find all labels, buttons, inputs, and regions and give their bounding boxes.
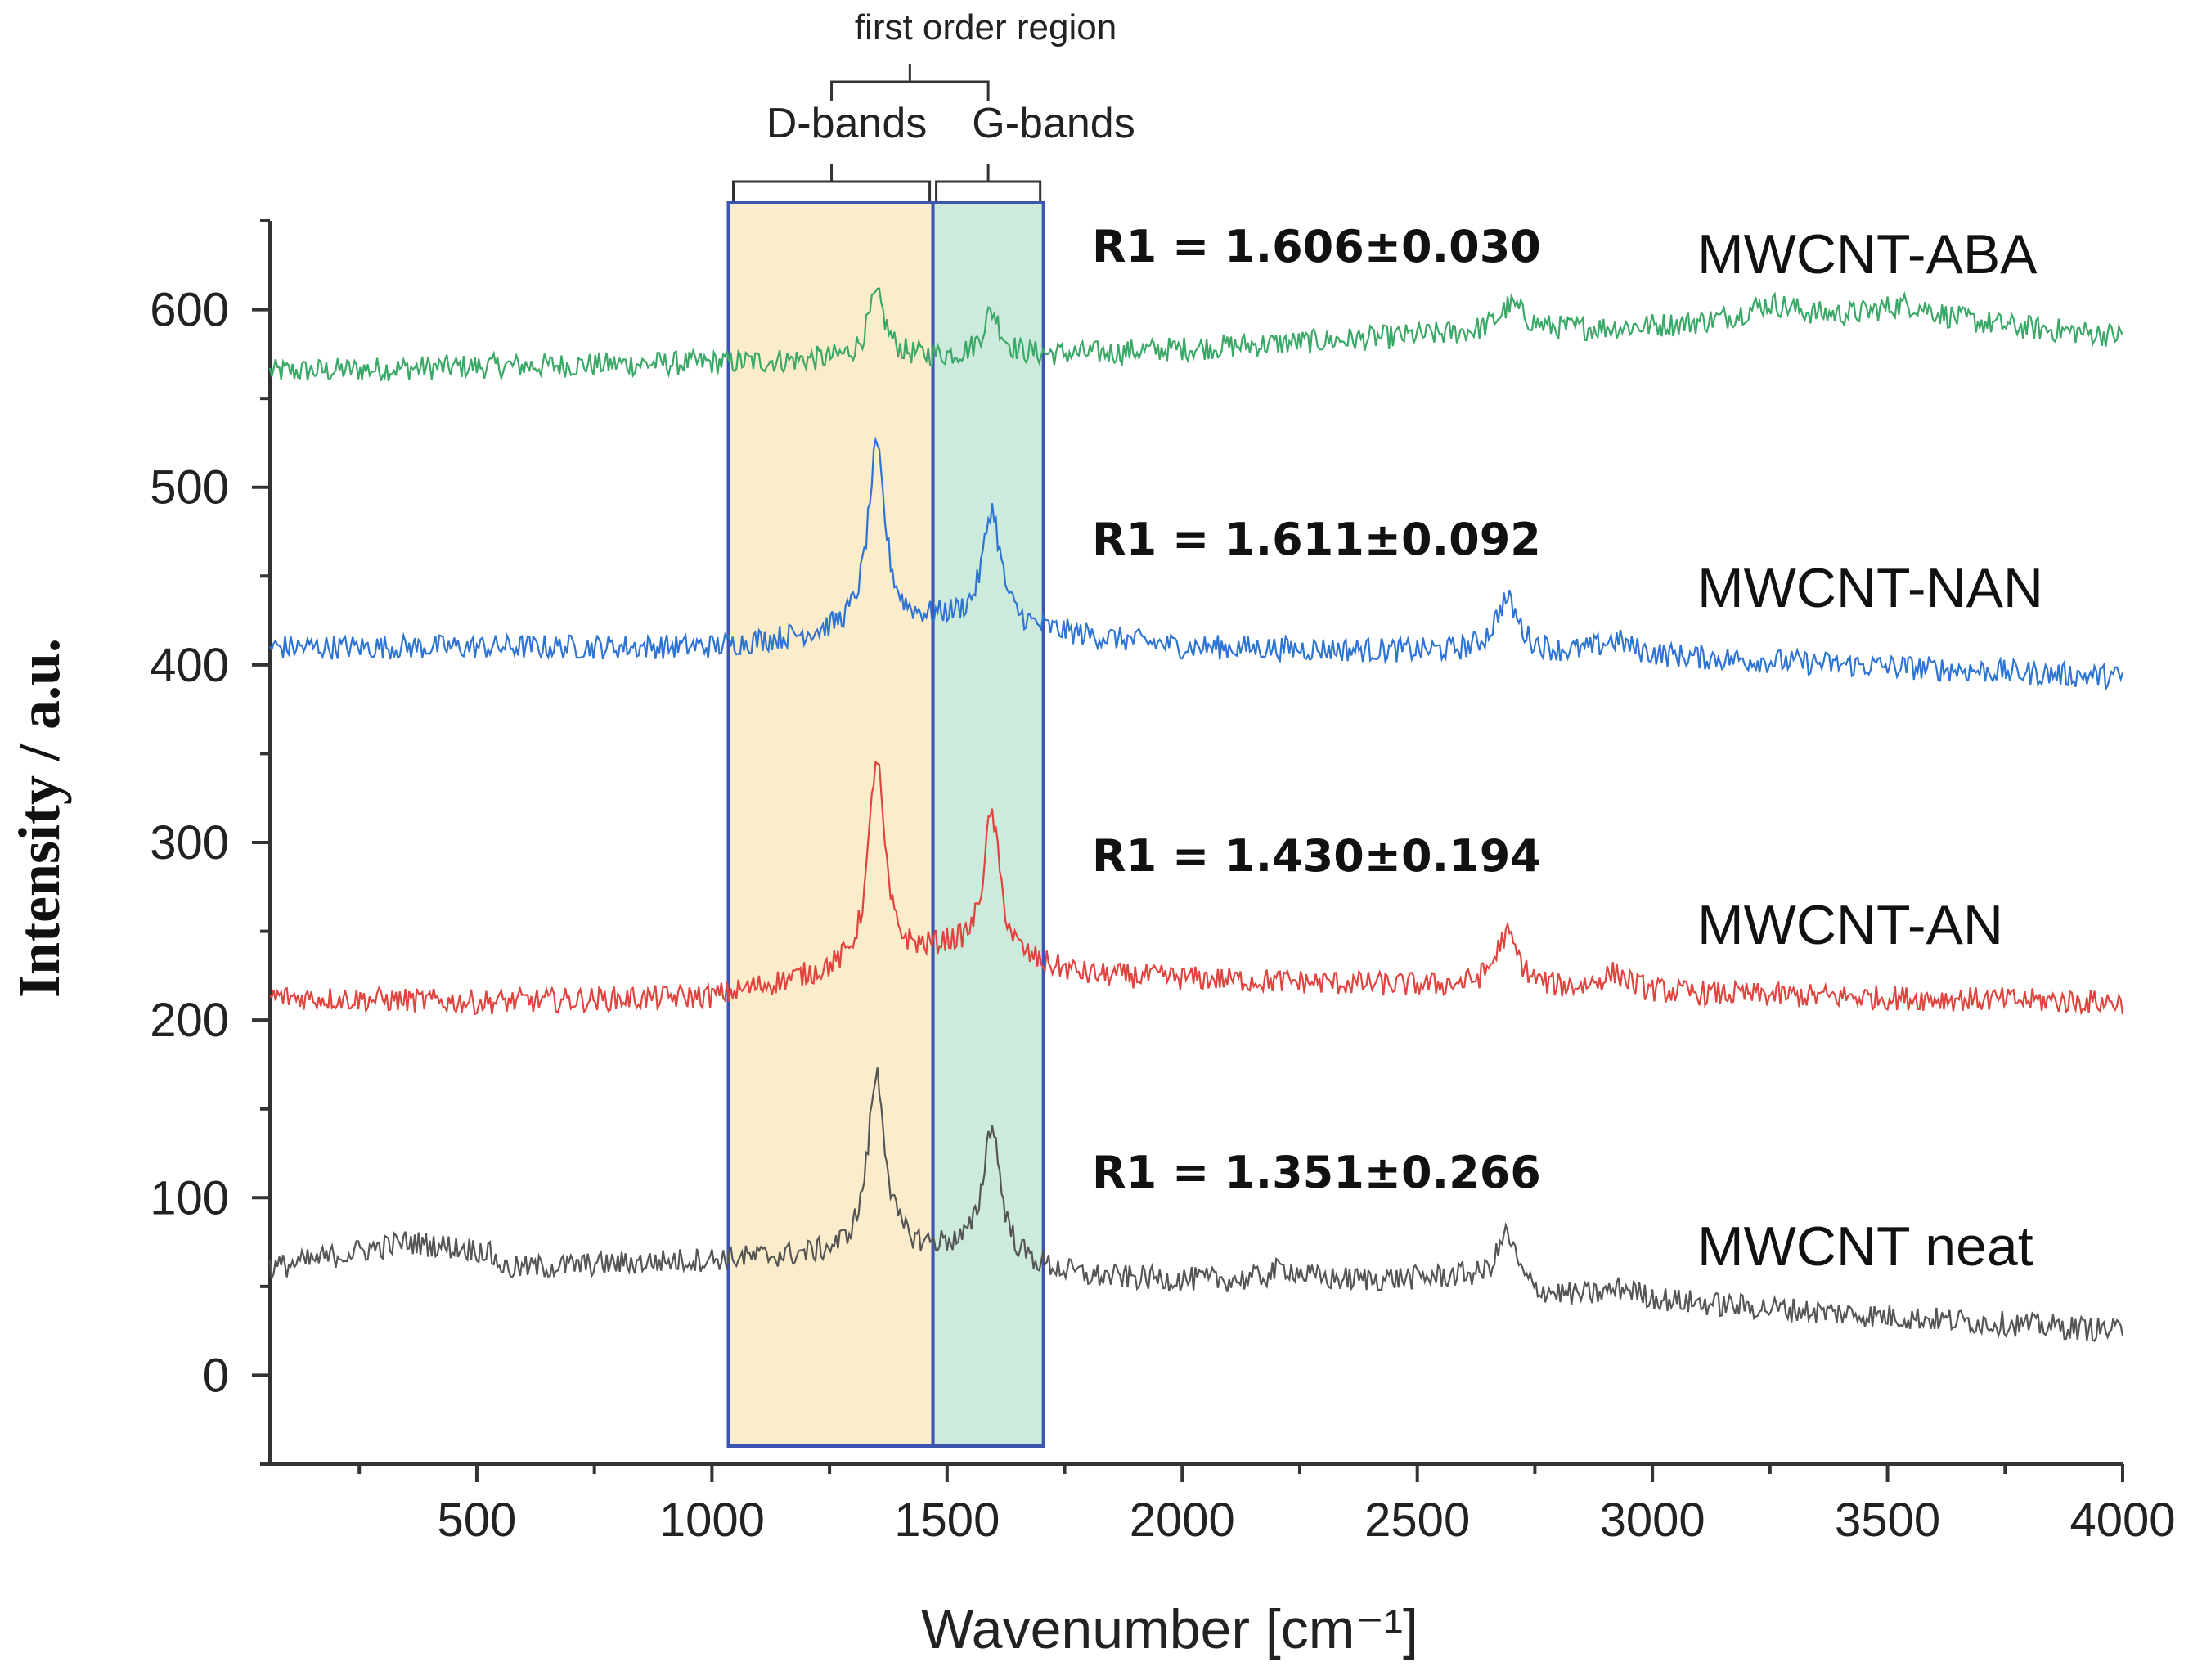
series-name-0: MWCNT-ABA <box>1697 223 2038 285</box>
x-axis-ticks: 500 1000 1500 2000 2500 3000 3500 4000 <box>357 1464 2176 1547</box>
y-tick-label: 0 <box>203 1349 229 1402</box>
bracket <box>830 64 990 101</box>
series-name-2: MWCNT-AN <box>1697 894 2003 956</box>
ratio-label-3: R1 = 1.351±0.266 <box>1092 1147 1541 1198</box>
series-name-1: MWCNT-NAN <box>1697 557 2043 619</box>
x-tick-label: 1500 <box>894 1494 1000 1547</box>
series-line-0 <box>268 287 2123 382</box>
ratio-label-1: R1 = 1.611±0.092 <box>1092 514 1541 565</box>
bracket <box>935 164 1042 201</box>
y-axis-ticks: 0 100 200 300 400 500 600 <box>150 219 270 1466</box>
y-axis-title: Intensity / a.u. <box>7 638 72 998</box>
series-line-3 <box>268 1067 2124 1342</box>
g-bands-label: G-bands <box>972 100 1135 147</box>
series-line-1 <box>269 436 2124 692</box>
x-tick-label: 4000 <box>2069 1494 2175 1547</box>
x-tick-label: 3500 <box>1835 1494 1940 1547</box>
x-axis-title: Wavenumber [cm⁻¹] <box>921 1598 1418 1660</box>
ratio-label-0: R1 = 1.606±0.030 <box>1092 221 1541 272</box>
x-tick-label: 2000 <box>1130 1494 1235 1547</box>
d-band-region <box>726 201 935 1448</box>
y-tick-label: 100 <box>150 1171 229 1224</box>
x-tick-label: 2500 <box>1364 1494 1470 1547</box>
x-tick-label: 1000 <box>659 1494 765 1547</box>
d-bands-label: D-bands <box>766 100 928 147</box>
y-tick-label: 300 <box>150 816 229 869</box>
bracket <box>732 164 932 201</box>
y-tick-label: 500 <box>150 461 229 514</box>
ratio-label-2: R1 = 1.430±0.194 <box>1092 830 1541 882</box>
x-tick-label: 500 <box>438 1494 517 1547</box>
x-tick-label: 3000 <box>1600 1494 1705 1547</box>
region-brackets <box>732 64 1042 201</box>
series-name-labels: MWCNT-ABA MWCNT-NAN MWCNT-AN MWCNT neat <box>1697 223 2043 1278</box>
first-order-region-label: first order region <box>855 7 1117 47</box>
y-tick-label: 200 <box>150 994 229 1047</box>
series-name-3: MWCNT neat <box>1697 1215 2033 1278</box>
y-tick-label: 600 <box>150 284 229 337</box>
y-tick-label: 400 <box>150 639 229 692</box>
ratio-labels: R1 = 1.606±0.030 R1 = 1.611±0.092 R1 = 1.4… <box>1092 221 1541 1198</box>
series-layer <box>268 287 2124 1342</box>
series-line-2 <box>269 760 2124 1016</box>
